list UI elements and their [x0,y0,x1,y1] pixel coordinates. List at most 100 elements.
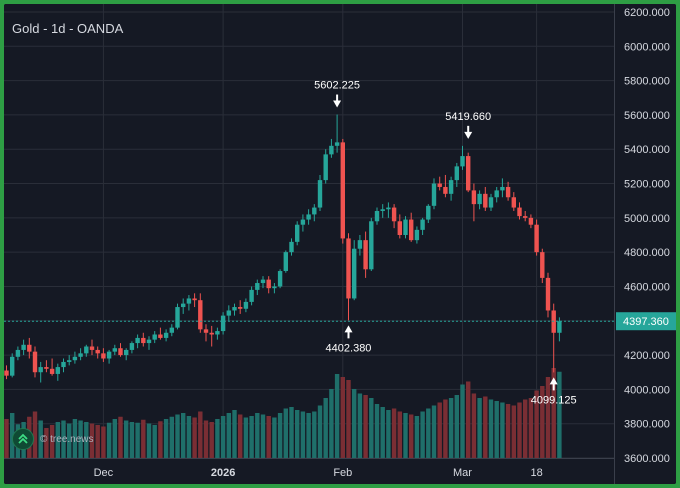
candle-body [226,310,231,316]
candle [226,305,231,321]
candle [198,293,203,333]
candle [477,190,482,210]
candle-body [346,238,351,299]
candle-body [169,327,174,333]
volume-bar [511,405,516,458]
candle-body [215,331,220,335]
candle [238,300,243,314]
candle-body [255,283,260,290]
candle-body [124,349,129,356]
volume-bar [380,407,385,458]
candle-body [44,367,49,369]
volume-bar [397,411,402,458]
volume-bar [329,389,334,458]
last-price-badge [616,312,676,331]
y-tick-label: 5800.000 [624,76,670,88]
y-tick-label: 4000.000 [624,384,670,396]
annotation-label: 5419.660 [445,111,491,123]
candle [192,293,197,308]
candle [72,351,78,364]
candle [471,183,477,222]
gold-daily-candlestick-chart[interactable]: 5602.225 4402.380 5419.660 4099.125 6200.000… [4,4,676,484]
volume-bar [232,410,237,458]
candle [106,349,112,364]
candle [380,204,385,218]
candle [431,178,437,210]
candle [32,346,38,378]
volume-bar [124,420,129,458]
candle [260,276,266,289]
arrow-stem [467,125,470,133]
volume-bar [494,401,499,458]
candle-body [283,252,288,272]
volume-bar [426,408,431,458]
annotation-label: 4402.380 [326,342,372,354]
candle-body [454,166,459,181]
candle [523,210,528,222]
volume-bar [483,396,488,458]
candle-body [403,219,408,235]
candle-body [448,180,454,194]
candle [540,248,545,284]
volume-bar [374,404,380,458]
volume-bar [500,402,505,458]
volume-bar [460,384,465,458]
candle [545,272,551,318]
candle-body [95,349,100,354]
volume-bar [95,425,100,458]
volume-bar [409,414,414,458]
candle [169,324,174,337]
candle [369,217,374,272]
candle-body [61,361,66,368]
candle [146,336,152,350]
candle-body [67,360,72,362]
candle-body [317,180,323,208]
candle-body [363,240,368,270]
candle-body [483,193,488,208]
candle [255,279,260,296]
candle [95,346,100,359]
candle-body [517,207,522,217]
candle-body [89,346,95,350]
candle-body [203,329,209,333]
volume-bar [266,416,271,458]
volume-bar [32,411,38,458]
candle-body [443,186,448,194]
candle [141,332,146,347]
candle-body [494,190,499,198]
candle [352,240,357,301]
candle-body [277,271,283,287]
candle [277,269,283,289]
candle [340,138,345,244]
volume-bar [443,399,448,458]
candle [283,250,288,273]
volume-bar [517,402,522,458]
volume-bar [163,419,169,458]
annotation-label: 4099.125 [531,394,577,406]
candle [448,176,454,201]
candle-body [49,368,55,374]
candle [483,186,488,211]
candle-body [220,315,226,332]
candle [84,344,89,357]
candle-body [352,248,357,299]
volume-bar [72,419,78,458]
candle-body [523,216,528,218]
volume-bar [169,416,174,458]
volume-bar [523,399,528,458]
candle-body [471,190,477,205]
candle [78,348,83,361]
double-chevron-up-icon [12,428,34,450]
candle-body [209,332,214,335]
candle-body [545,277,551,311]
candle-body [175,307,180,328]
candle-body [391,207,397,222]
candle [44,360,49,373]
candle [334,114,340,153]
candle-body [323,154,328,181]
volume-bar [414,416,420,458]
candle [135,334,140,349]
volume-bar [300,411,306,458]
volume-bar [135,422,140,458]
candle [232,303,237,316]
